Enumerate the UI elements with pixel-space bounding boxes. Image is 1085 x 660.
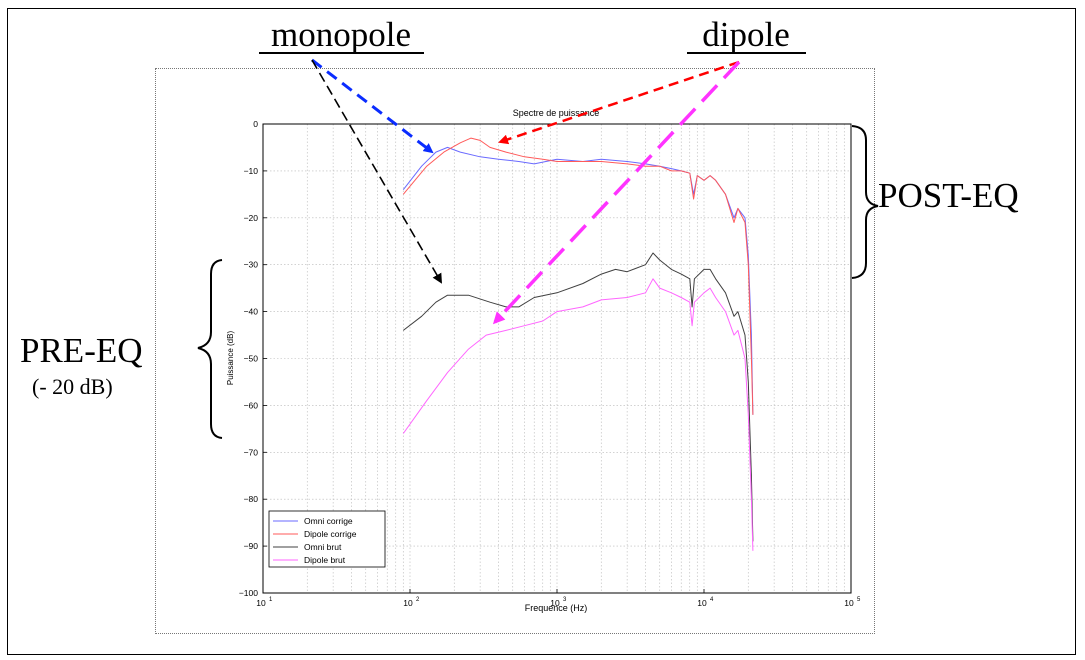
legend: Omni corrige Dipole corrige Omni brut Di… [268,510,386,568]
pre-eq-brace [197,259,223,439]
y-tick-label: −40 [244,307,259,317]
series-omni-brut [402,252,754,542]
legend-label-omni-corrige: Omni corrige [304,516,353,526]
y-tick-label: −10 [244,166,259,176]
x-tick-exponent: 1 [269,597,273,603]
dipole-label: dipole [702,15,789,54]
x-tick-label: 10 [697,598,707,608]
grid-lines [263,124,851,593]
arrow-monopole-to-omni-corrige [311,58,434,154]
y-tick-label: −90 [244,541,259,551]
x-tick-label: 10 [256,598,266,608]
series-omni-corrige [402,146,754,415]
annotation-monopole: monopole [259,15,424,54]
y-tick-label: −60 [244,400,259,410]
series-layer [402,137,754,551]
y-tick-label: −70 [244,447,259,457]
x-tick-exponent: 3 [563,597,567,603]
legend-box [268,510,386,568]
x-tick-exponent: 2 [416,597,420,603]
legend-label-omni-brut: Omni brut [304,542,342,552]
x-tick-exponent: 4 [710,597,714,603]
arrow-monopole-to-omni-brut [311,59,443,284]
legend-label-dipole-corrige: Dipole corrige [304,529,357,539]
chart-title: Spectre de puissance [513,108,600,118]
pre-eq-note: (- 20 dB) [32,374,113,399]
x-axis-label: Frequence (Hz) [525,603,588,613]
arrow-dipole-to-dipole-corrige [498,60,740,145]
legend-label-dipole-brut: Dipole brut [304,555,346,565]
figure-frame [7,8,1076,655]
x-tick-exponent: 5 [857,597,861,603]
post-eq-brace [851,125,879,279]
series-dipole-brut [402,278,754,551]
x-tick-label: 10 [550,598,560,608]
y-tick-label: −100 [239,588,258,598]
series-dipole-corrige [402,137,754,415]
post-eq-label: POST-EQ [878,176,1019,215]
annotation-dipole: dipole [687,15,806,54]
y-tick-label: 0 [253,119,258,129]
y-tick-label: −20 [244,213,259,223]
x-tick-label: 10 [844,598,854,608]
x-tick-label: 10 [403,598,413,608]
y-axis-label: Puissance (dB) [226,331,235,386]
monopole-label: monopole [271,15,411,54]
y-tick-label: −50 [244,354,259,364]
arrow-dipole-to-dipole-brut [492,60,741,325]
y-tick-label: −30 [244,260,259,270]
pre-eq-label: PRE-EQ [20,331,143,370]
y-tick-label: −80 [244,494,259,504]
